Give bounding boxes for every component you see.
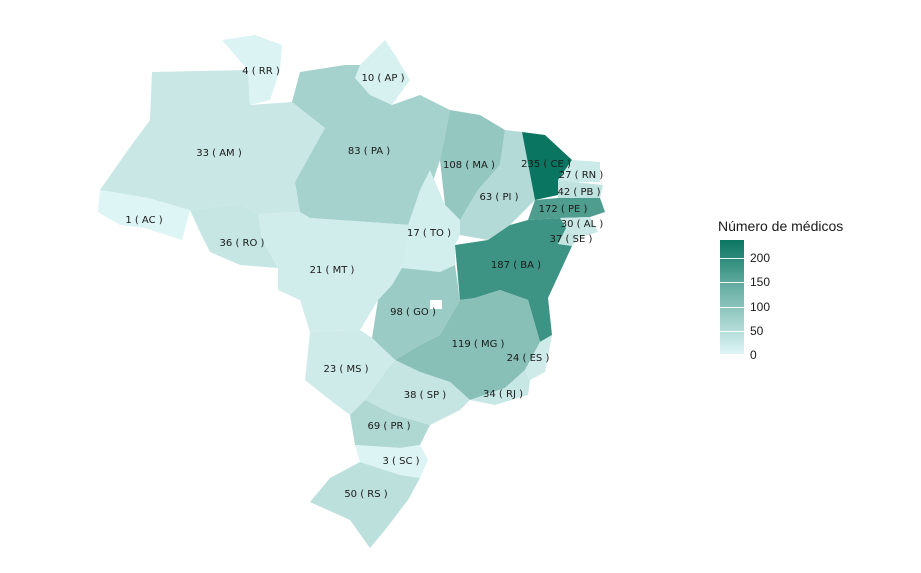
legend-tick-label: 0	[750, 348, 757, 362]
label-to: 17 ( TO )	[407, 228, 451, 239]
label-ac: 1 ( AC )	[125, 215, 162, 226]
label-es: 24 ( ES )	[507, 353, 550, 364]
legend-tickmark	[720, 307, 744, 308]
label-ro: 36 ( RO )	[220, 238, 265, 249]
state-pi	[460, 130, 535, 240]
legend-tickmark	[720, 258, 744, 259]
label-mg: 119 ( MG )	[452, 339, 505, 350]
state-ba	[455, 218, 572, 342]
state-al	[560, 217, 598, 238]
state-rs	[310, 462, 420, 548]
federal-district	[430, 300, 442, 309]
label-pe: 172 ( PE )	[539, 204, 588, 215]
legend-tickmark	[720, 354, 744, 355]
state-pe	[528, 198, 605, 220]
state-se	[558, 228, 578, 246]
label-go: 98 ( GO )	[390, 307, 436, 318]
label-pi: 63 ( PI )	[479, 192, 518, 203]
legend-tick-label: 100	[750, 300, 771, 314]
state-shapes	[98, 35, 605, 548]
label-rj: 34 ( RJ )	[483, 389, 523, 400]
state-mg	[395, 290, 540, 400]
state-rn	[558, 160, 600, 182]
state-sc	[355, 445, 428, 478]
label-ce: 235 ( CE )	[521, 159, 571, 170]
legend-tick-label: 150	[750, 275, 771, 289]
color-legend: Número de médicos 200 150 100 50 0	[718, 218, 878, 368]
label-se: 37 ( SE )	[550, 234, 593, 245]
label-pr: 69 ( PR )	[367, 421, 410, 432]
state-ma	[440, 110, 505, 220]
label-ap: 10 ( AP )	[362, 73, 405, 84]
label-ba: 187 ( BA )	[491, 260, 541, 271]
legend-title: Número de médicos	[718, 218, 844, 234]
label-am: 33 ( AM )	[196, 148, 242, 159]
state-mt	[258, 212, 410, 332]
state-ac	[98, 190, 190, 240]
label-sc: 3 ( SC )	[382, 456, 419, 467]
label-al: 30 ( AL )	[561, 219, 604, 230]
label-rn: 27 ( RN )	[559, 170, 604, 181]
label-sp: 38 ( SP )	[404, 390, 447, 401]
state-rj	[470, 370, 530, 405]
state-to	[402, 170, 460, 272]
state-sp	[365, 360, 470, 425]
state-rr	[222, 35, 282, 105]
legend-tickmark	[720, 282, 744, 283]
legend-colorbar	[720, 240, 744, 354]
label-ma: 108 ( MA )	[443, 160, 495, 171]
label-mt: 21 ( MT )	[310, 265, 355, 276]
label-pa: 83 ( PA )	[348, 146, 390, 157]
state-pb	[558, 180, 603, 198]
state-ce	[522, 132, 572, 200]
state-ap	[355, 40, 410, 105]
legend-tick-label: 200	[750, 251, 771, 265]
legend-tick-label: 50	[750, 324, 764, 338]
state-ms	[305, 330, 395, 415]
legend-tickmark	[720, 331, 744, 332]
state-pr	[350, 400, 430, 448]
label-rs: 50 ( RS )	[344, 489, 387, 500]
state-go	[372, 265, 460, 360]
state-am	[100, 70, 325, 214]
label-ms: 23 ( MS )	[323, 364, 368, 375]
label-pb: 42 ( PB )	[558, 187, 601, 198]
state-labels: 4 ( RR ) 10 ( AP ) 33 ( AM ) 83 ( PA ) 1…	[125, 66, 603, 500]
state-pa	[292, 65, 450, 225]
label-rr: 4 ( RR )	[242, 66, 280, 77]
state-ro	[190, 204, 278, 268]
state-es	[525, 335, 552, 380]
